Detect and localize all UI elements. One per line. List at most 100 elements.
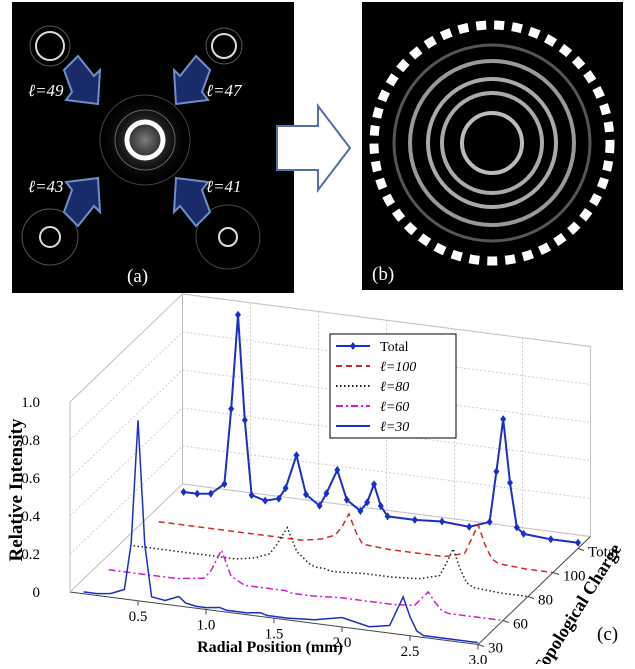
legend-label: ℓ=60 bbox=[380, 400, 409, 415]
marker bbox=[262, 496, 269, 505]
z-tick bbox=[527, 596, 535, 599]
y-tick-label: 1.0 bbox=[21, 395, 40, 411]
y-tick-label: 0 bbox=[33, 585, 41, 601]
marker bbox=[439, 517, 445, 526]
marker bbox=[303, 490, 309, 499]
beam-halo bbox=[205, 27, 243, 65]
legend-box bbox=[329, 333, 457, 439]
ring bbox=[440, 91, 544, 195]
marker bbox=[241, 416, 248, 425]
panel-label: (a) bbox=[127, 266, 148, 287]
arrow bbox=[172, 54, 212, 106]
marker bbox=[411, 515, 418, 524]
ring bbox=[408, 59, 576, 227]
beam bbox=[35, 31, 65, 61]
ring bbox=[392, 43, 592, 243]
charge-label: ℓ=49 bbox=[28, 81, 64, 100]
marker bbox=[371, 480, 377, 489]
panel-label: (b) bbox=[372, 264, 394, 285]
marker bbox=[575, 538, 581, 547]
marker bbox=[207, 489, 214, 498]
series-line bbox=[108, 548, 504, 622]
marker bbox=[293, 451, 300, 460]
z-tick bbox=[577, 548, 585, 551]
beam bbox=[211, 33, 237, 59]
y-tick-label: 0.8 bbox=[21, 433, 40, 449]
arrows bbox=[62, 54, 212, 228]
marker bbox=[377, 502, 384, 511]
beam bbox=[39, 226, 61, 248]
x-tick-label: 2.5 bbox=[401, 644, 420, 660]
beam-halo bbox=[29, 25, 71, 67]
z-tick-label: Total bbox=[588, 545, 619, 561]
marker bbox=[323, 489, 330, 498]
z-tick-label: 30 bbox=[488, 641, 503, 657]
marker bbox=[507, 478, 513, 487]
marker bbox=[513, 523, 520, 532]
charge-label: ℓ=47 bbox=[206, 81, 243, 100]
charge-label: ℓ=41 bbox=[206, 177, 242, 196]
marker bbox=[547, 535, 554, 544]
panel-b: (b) bbox=[362, 2, 623, 290]
marker bbox=[248, 491, 255, 500]
marker bbox=[364, 498, 371, 507]
marker bbox=[500, 415, 507, 424]
charges: ℓ=49 ℓ=47 ℓ=43 ℓ=41 bbox=[28, 81, 243, 196]
marker bbox=[235, 310, 241, 319]
rings bbox=[369, 20, 615, 266]
z-tick-label: 80 bbox=[538, 593, 553, 609]
combined-core bbox=[124, 119, 166, 161]
series-line bbox=[83, 420, 479, 644]
arrow bbox=[172, 176, 212, 228]
legend-label: ℓ=80 bbox=[380, 380, 409, 395]
marker bbox=[316, 501, 323, 510]
y-axis-title: Relative Intensity bbox=[6, 418, 27, 562]
marker bbox=[357, 507, 364, 515]
marker bbox=[194, 489, 201, 498]
z-tick-label: 60 bbox=[513, 617, 528, 633]
legend-label: ℓ=30 bbox=[380, 420, 409, 435]
arrow bbox=[62, 54, 102, 106]
marker bbox=[493, 467, 500, 476]
x-tick-label: 0.5 bbox=[129, 609, 148, 625]
series-line bbox=[133, 525, 529, 598]
x-tick-label: 1.0 bbox=[197, 618, 216, 634]
marker bbox=[343, 495, 350, 504]
marker bbox=[334, 466, 341, 475]
panel-a: ℓ=49 ℓ=47 ℓ=43 ℓ=41 (a) bbox=[12, 2, 294, 293]
z-tick bbox=[502, 620, 510, 623]
marker bbox=[486, 517, 493, 526]
y-tick-label: 0.6 bbox=[21, 471, 40, 487]
marker bbox=[282, 484, 289, 493]
chart-c: 0 0.2 0.4 0.6 0.8 1.0 0.5 1.0 1.5 2.0 2.5 3.030 60 80… bbox=[6, 292, 625, 669]
marker bbox=[275, 494, 282, 503]
y-tick-label: 0.4 bbox=[21, 509, 40, 525]
marker bbox=[520, 529, 527, 538]
z-tick bbox=[477, 644, 485, 647]
x-tick-label: 2.0 bbox=[333, 635, 352, 651]
combined-ring bbox=[114, 109, 176, 171]
beams bbox=[21, 25, 261, 270]
big-arrow bbox=[276, 103, 352, 193]
side-wall bbox=[69, 292, 183, 594]
beam-halo bbox=[195, 204, 261, 270]
series-line bbox=[158, 512, 554, 574]
charge-label: ℓ=43 bbox=[28, 177, 64, 196]
beam bbox=[218, 227, 238, 247]
combined-halo bbox=[99, 94, 191, 186]
z-tick bbox=[552, 572, 560, 575]
y-tick-label: 0.2 bbox=[21, 547, 40, 563]
panel-label: (c) bbox=[597, 624, 618, 645]
marker bbox=[221, 480, 228, 488]
ring bbox=[426, 77, 558, 209]
legend-marker bbox=[350, 342, 356, 350]
z-tick-label: 100 bbox=[563, 569, 586, 585]
beam-halo bbox=[21, 208, 79, 266]
arrow bbox=[62, 176, 102, 228]
x-tick-label: 1.5 bbox=[265, 626, 284, 642]
marker bbox=[228, 404, 235, 413]
x-tick-label: 3.0 bbox=[469, 653, 488, 665]
marker bbox=[466, 522, 473, 531]
